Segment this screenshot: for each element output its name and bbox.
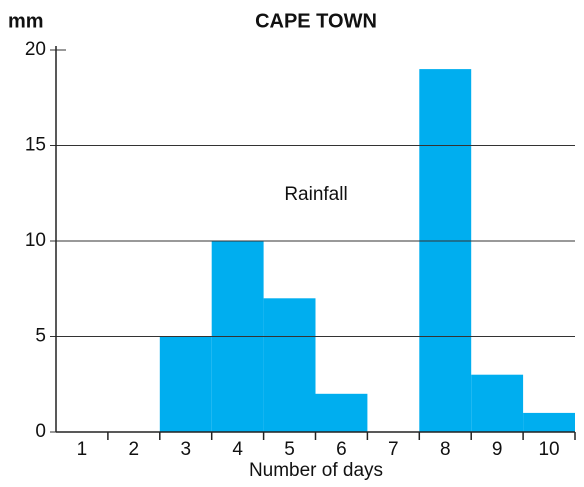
annotation: Rainfall bbox=[284, 184, 347, 205]
x-tick-label: 9 bbox=[492, 439, 503, 460]
y-axis-label: mm bbox=[8, 10, 44, 32]
y-tick-label: 15 bbox=[25, 135, 46, 156]
bar bbox=[523, 412, 575, 432]
x-tick-label: 1 bbox=[77, 439, 88, 460]
bar bbox=[159, 336, 212, 432]
y-tick-label: 0 bbox=[35, 421, 46, 442]
chart-title: CAPE TOWN bbox=[255, 10, 377, 32]
x-tick-label: 8 bbox=[440, 439, 451, 460]
x-tick-label: 2 bbox=[129, 439, 140, 460]
bar bbox=[419, 69, 472, 432]
y-tick-label: 20 bbox=[25, 39, 46, 60]
bar bbox=[471, 374, 524, 432]
y-tick-label: 10 bbox=[25, 230, 46, 251]
bar bbox=[263, 298, 316, 432]
x-axis-label: Number of days bbox=[249, 460, 383, 481]
x-tick-label: 5 bbox=[284, 439, 295, 460]
x-tick-label: 4 bbox=[232, 439, 243, 460]
x-tick-label: 3 bbox=[180, 439, 191, 460]
y-tick-label: 5 bbox=[35, 326, 46, 347]
x-tick-label: 6 bbox=[336, 439, 347, 460]
bar bbox=[315, 393, 368, 432]
x-tick-label: 7 bbox=[388, 439, 399, 460]
x-tick-label: 10 bbox=[538, 439, 559, 460]
